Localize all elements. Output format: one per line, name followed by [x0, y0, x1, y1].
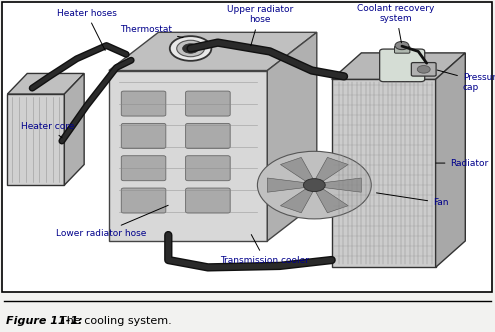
Text: Radiator: Radiator	[436, 159, 489, 168]
Polygon shape	[281, 157, 314, 183]
Text: The cooling system.: The cooling system.	[53, 315, 172, 326]
FancyBboxPatch shape	[121, 156, 166, 181]
Text: Fan: Fan	[377, 193, 448, 207]
Circle shape	[177, 40, 204, 57]
Circle shape	[417, 65, 430, 73]
FancyBboxPatch shape	[186, 91, 230, 116]
Polygon shape	[7, 73, 84, 94]
FancyBboxPatch shape	[121, 91, 166, 116]
Text: Transmission cooler: Transmission cooler	[220, 235, 309, 265]
FancyBboxPatch shape	[121, 124, 166, 148]
Circle shape	[395, 42, 409, 50]
Polygon shape	[314, 157, 348, 183]
Polygon shape	[109, 32, 317, 70]
Polygon shape	[267, 32, 317, 241]
FancyBboxPatch shape	[411, 63, 436, 76]
Polygon shape	[281, 187, 314, 213]
Polygon shape	[321, 178, 361, 192]
Circle shape	[257, 151, 371, 219]
Polygon shape	[332, 53, 465, 79]
Polygon shape	[109, 70, 267, 241]
Polygon shape	[267, 178, 308, 192]
FancyBboxPatch shape	[186, 156, 230, 181]
Circle shape	[183, 44, 198, 53]
Polygon shape	[7, 94, 64, 185]
FancyBboxPatch shape	[380, 49, 425, 82]
Text: Coolant recovery
system: Coolant recovery system	[357, 4, 435, 43]
Text: Heater hoses: Heater hoses	[57, 9, 116, 50]
Text: Heater core: Heater core	[21, 122, 74, 138]
Circle shape	[170, 36, 211, 61]
Text: Thermostat: Thermostat	[120, 25, 183, 38]
FancyBboxPatch shape	[2, 2, 492, 292]
Circle shape	[303, 179, 325, 192]
Polygon shape	[436, 53, 465, 267]
FancyBboxPatch shape	[121, 188, 166, 213]
Text: Upper radiator
hose: Upper radiator hose	[227, 5, 293, 46]
Text: Figure 11-1:: Figure 11-1:	[6, 315, 83, 326]
FancyBboxPatch shape	[186, 188, 230, 213]
FancyBboxPatch shape	[395, 46, 410, 53]
Polygon shape	[332, 79, 436, 267]
FancyBboxPatch shape	[186, 124, 230, 148]
Text: Pressure
cap: Pressure cap	[437, 70, 495, 92]
Polygon shape	[314, 187, 348, 213]
Polygon shape	[64, 73, 84, 185]
Text: Lower radiator hose: Lower radiator hose	[56, 205, 168, 238]
